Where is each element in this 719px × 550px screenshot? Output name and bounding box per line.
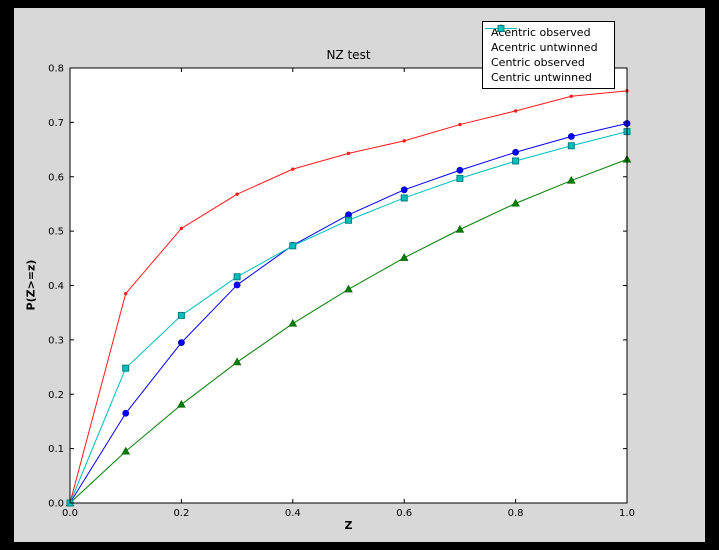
x-tick-label: 0.0 [62,508,78,519]
y-tick-label: 0.5 [48,227,64,238]
legend-swatch-centric-untwinned [485,25,517,32]
axes-frame [69,67,628,504]
y-tick-label: 0.4 [48,281,64,292]
chart-svg: 0.0 0.2 0.4 0.6 0.8 1.0 0.0 0.1 0.2 0.3 0.4 0.5 0.6 0… [48,64,635,520]
x-tick-label: 1.0 [619,508,635,519]
legend-label-centric-untwinned: Centric untwinned [491,71,592,84]
y-axis-label: P(Z>=z) [24,259,38,311]
legend-entry-centric-untwinned: Centric untwinned [485,25,598,84]
figure: 0.0 0.2 0.4 0.6 0.8 1.0 0.0 0.1 0.2 0.3 0.4 0.5 0.6 0… [14,8,705,542]
legend-entry-centric-observed: Centric observed [485,26,598,69]
y-tick-label: 0.7 [48,118,64,129]
x-tick-label: 0.6 [396,508,412,519]
y-tick-label: 0.1 [48,444,64,455]
legend: Acentric observed Acentric untwinned Centr… [482,21,615,89]
x-tick-label: 0.2 [173,508,189,519]
legend-entry-acentric-untwinned: Acentric untwinned [485,23,598,54]
x-tick-label: 0.4 [285,508,301,519]
y-tick-label: 0.0 [48,499,64,510]
y-tick-label: 0.3 [48,335,64,346]
x-tick-label: 0.8 [508,508,524,519]
series-centric-untwinned [66,128,631,507]
series-centric-observed [68,89,629,505]
y-tick-label: 0.8 [48,64,64,75]
legend-label-acentric-observed: Acentric observed [491,26,591,39]
chart-title: NZ test [326,48,371,62]
x-axis-label: Z [344,519,353,532]
y-tick-label: 0.2 [48,390,64,401]
legend-label-acentric-untwinned: Acentric untwinned [491,41,598,54]
y-tick-label: 0.6 [48,172,64,183]
legend-label-centric-observed: Centric observed [491,56,585,69]
